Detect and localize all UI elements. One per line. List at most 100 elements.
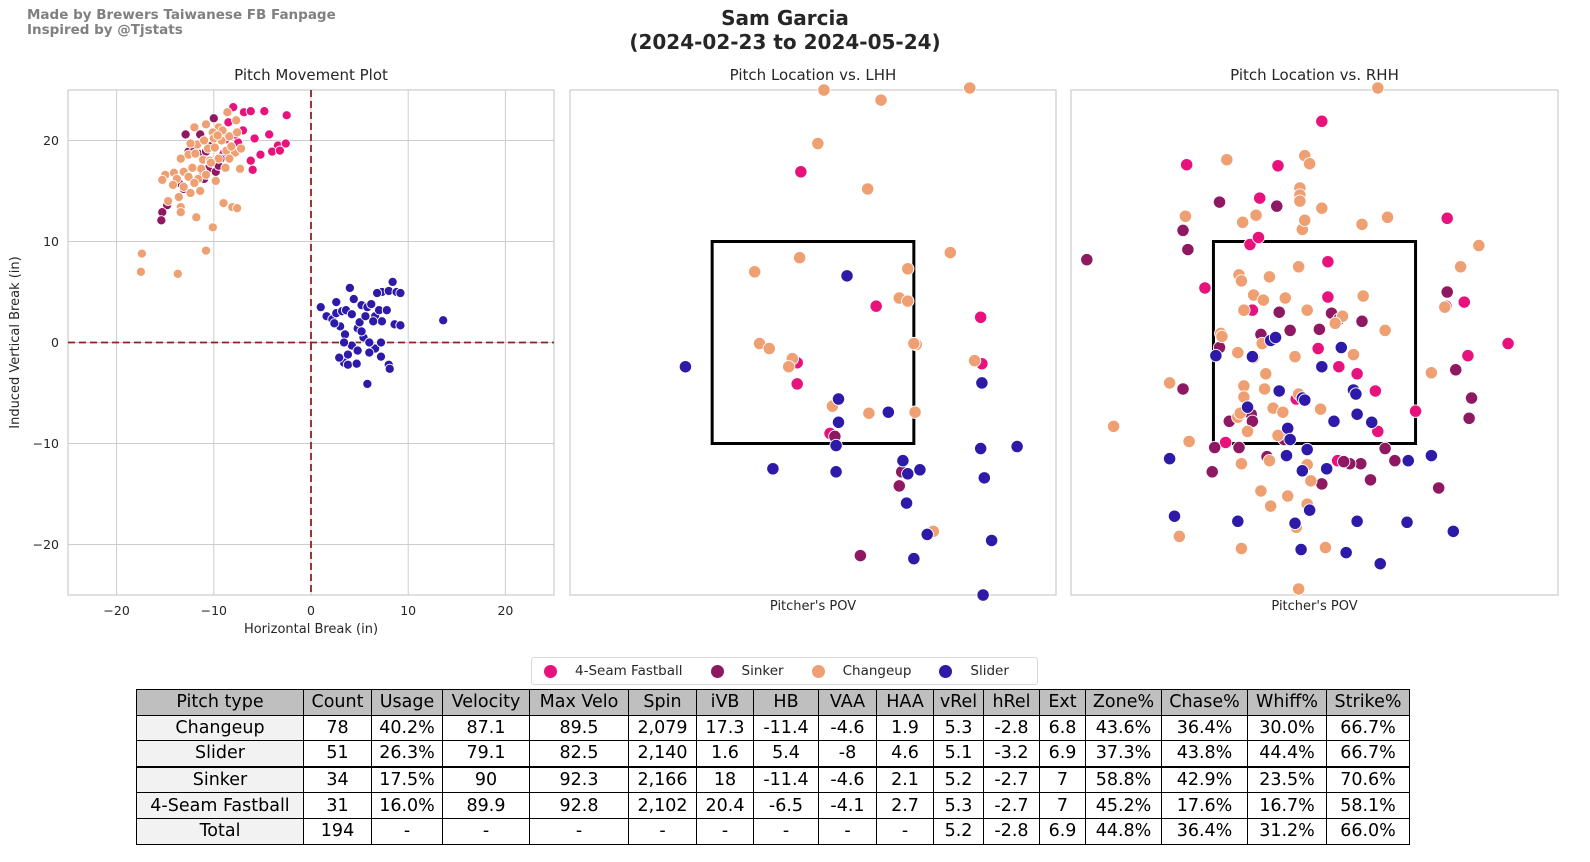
table-cell: 34 [303,765,372,794]
table-cell: 44.8% [1085,817,1162,845]
table-cell: 2,140 [628,740,697,768]
point-changeup [191,212,202,223]
table-cell: 5.1 [933,740,984,768]
point-slider [344,282,355,294]
point-4-seam-fastball [1457,295,1471,309]
legend-marker-icon [939,664,953,678]
point-slider [362,378,373,389]
legend-marker-icon [811,664,825,678]
point-changeup [1380,210,1395,224]
point-4-seam-fastball [974,310,988,324]
plot-frame [1070,89,1559,596]
point-sinker [1283,323,1297,338]
point-changeup [190,148,201,159]
table-cell: 43.8% [1161,740,1248,768]
point-slider [395,320,406,331]
point-slider [334,352,345,363]
table-cell: 89.9 [442,792,530,819]
point-changeup [1234,274,1249,288]
point-changeup [205,157,216,168]
table-cell: 2,166 [628,765,697,794]
point-changeup [218,198,229,209]
point-changeup [1172,529,1187,544]
legend-marker-icon [544,664,557,678]
x-axis-label: Pitcher's POV [770,599,856,614]
table-cell: 7 [1039,765,1086,794]
point-slider [1349,387,1363,401]
column-header: Strike% [1326,689,1410,716]
x-axis-label: Pitcher's POV [1271,599,1357,614]
legend-label: Changeup [842,663,912,679]
table-cell: -8 [818,740,877,768]
point-slider [1167,509,1182,523]
point-changeup [213,153,224,164]
table-cell: 4.6 [876,740,934,768]
column-header: hRel [983,689,1040,716]
point-slider [1350,407,1364,421]
point-changeup [1313,402,1328,416]
point-changeup [189,122,200,133]
point-slider [1281,421,1295,435]
point-slider [975,376,989,390]
point-4-seam-fastball [1253,191,1267,205]
plot-frame [569,89,1057,596]
point-slider [348,294,359,305]
point-changeup [212,130,223,141]
point-slider [1334,340,1348,355]
credit-text: Made by Brewers Taiwanese FB Fanpage Ins… [27,8,336,38]
legend-label: 4-Seam Fastball [575,663,683,679]
column-header: Pitch type [136,689,304,716]
point-sinker [1315,477,1329,491]
point-changeup [1378,323,1392,338]
movement-plot-title: Pitch Movement Plot [234,66,388,84]
legend-marker-icon [710,664,724,678]
point-4-seam-fastball [1371,424,1385,439]
point-changeup [173,192,184,203]
point-changeup [1215,329,1229,344]
point-slider [375,337,387,348]
legend-item-4-seam-fastball: 4-Seam Fastball [544,663,683,679]
point-slider [356,326,367,337]
table-cell: 6.9 [1039,740,1086,768]
point-slider [1373,557,1387,571]
table-cell: 44.4% [1247,740,1327,768]
point-slider [913,463,927,477]
point-4-seam-fastball [245,155,256,166]
point-changeup [136,248,147,259]
point-slider [364,347,375,358]
point-slider [366,299,377,310]
date-range: (2024-02-23 to 2024-05-24) [629,30,941,54]
table-cell: 92.3 [529,765,629,794]
point-changeup [1300,303,1314,317]
point-4-seam-fastball [1251,230,1266,245]
point-changeup [1106,419,1121,433]
table-row: Sinker 34 17.5% 90 92.3 2,166 18 -11.4 -4.6 2.1 5.… [136,765,1410,794]
point-changeup [1288,349,1302,364]
table-cell: 5.2 [933,765,984,794]
table-cell: -4.6 [818,714,877,742]
point-changeup [1371,81,1385,95]
point-sinker [1355,314,1369,328]
point-changeup [1262,454,1277,468]
point-changeup [1178,209,1193,223]
point-slider [360,311,371,322]
table-cell: 66.0% [1326,817,1410,845]
point-changeup [1237,303,1251,317]
point-slider [1283,432,1297,447]
table-cell: 66.7% [1326,740,1410,768]
table-cell: - [876,817,934,845]
point-changeup [1328,316,1342,330]
table-cell: - [818,817,877,845]
point-slider [831,415,846,429]
point-slider [1298,393,1312,407]
point-changeup [1220,153,1234,167]
point-changeup [1276,405,1290,419]
point-slider [1300,442,1314,457]
table-cell: 45.2% [1085,792,1162,819]
point-changeup [1292,260,1306,274]
table-cell: 36.4% [1161,817,1248,845]
point-slider [395,287,406,299]
point-changeup [792,251,807,265]
table-cell: -4.6 [818,765,877,794]
point-changeup [185,138,196,149]
